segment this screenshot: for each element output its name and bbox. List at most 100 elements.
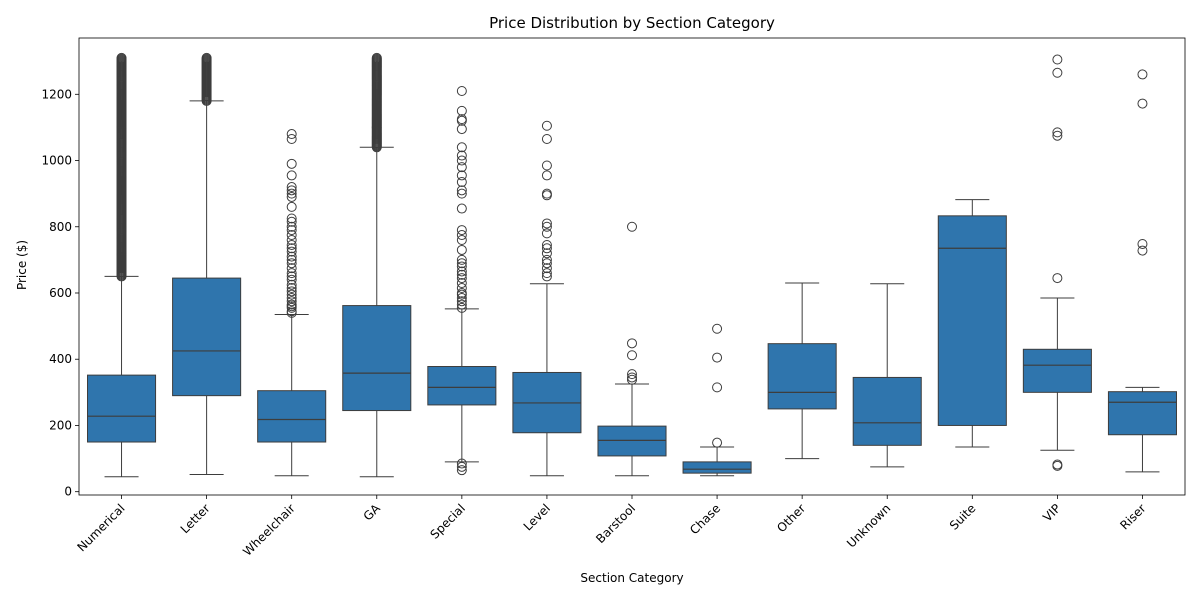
outlier-point xyxy=(456,244,467,255)
x-tick-label: Level xyxy=(521,501,553,533)
x-axis-label: Section Category xyxy=(580,571,683,585)
outlier-point xyxy=(456,278,467,289)
outlier-point xyxy=(286,185,297,196)
box-group xyxy=(1107,69,1177,473)
outlier-point xyxy=(286,296,297,307)
x-tick-label: Letter xyxy=(178,501,213,536)
outlier-point xyxy=(456,115,467,126)
outlier-point xyxy=(541,160,552,171)
outlier-point xyxy=(541,134,552,145)
outlier-point xyxy=(456,254,467,265)
outlier-point xyxy=(541,228,552,239)
outlier-point xyxy=(286,263,297,274)
box-group xyxy=(427,85,497,476)
outlier-point xyxy=(286,274,297,285)
outlier-point xyxy=(541,239,552,250)
outlier-point xyxy=(1052,67,1063,78)
x-tick-label: Wheelchair xyxy=(240,501,298,559)
outlier-point xyxy=(627,372,637,383)
outlier-point xyxy=(627,350,637,361)
x-tick-label: Barstool xyxy=(593,501,638,546)
outlier-point xyxy=(456,124,467,135)
outlier-point xyxy=(456,461,467,472)
outlier-point xyxy=(286,302,297,313)
box-group xyxy=(682,323,752,477)
iqr-box xyxy=(172,277,242,397)
y-tick-label: 800 xyxy=(49,220,72,234)
iqr-box xyxy=(87,374,157,443)
outlier-point xyxy=(456,177,467,188)
outlier-point xyxy=(456,203,467,214)
iqr-box xyxy=(852,376,922,446)
x-tick-label: Unknown xyxy=(844,501,893,550)
outlier-point xyxy=(627,338,637,349)
outlier-point xyxy=(286,251,297,262)
box-group xyxy=(1022,54,1092,471)
outlier-point xyxy=(1137,69,1148,80)
x-tick-label: Chase xyxy=(687,501,723,537)
outlier-point xyxy=(286,292,297,303)
chart-title: Price Distribution by Section Category xyxy=(489,14,775,32)
x-tick-label: Other xyxy=(774,501,808,535)
outlier-point xyxy=(456,266,467,277)
outlier-point xyxy=(627,369,637,380)
box-group xyxy=(597,221,667,477)
outlier-point xyxy=(286,286,297,297)
outlier-point xyxy=(456,292,467,303)
outlier-point xyxy=(541,190,552,201)
outlier-point xyxy=(456,162,467,173)
box-group xyxy=(257,129,327,477)
outlier-point xyxy=(371,52,382,63)
outlier-point xyxy=(116,52,127,63)
outlier-point xyxy=(286,239,297,250)
box-group xyxy=(342,52,412,478)
outlier-point xyxy=(456,261,467,272)
outlier-point xyxy=(712,382,723,393)
plot-area xyxy=(87,52,1177,478)
outlier-point xyxy=(286,271,297,282)
outlier-point xyxy=(456,299,467,310)
y-tick-label: 1200 xyxy=(41,87,72,101)
outlier-point xyxy=(286,213,297,224)
x-tick-label: Numerical xyxy=(74,501,127,554)
outlier-point xyxy=(541,271,552,282)
box-group xyxy=(512,120,582,477)
outlier-point xyxy=(456,85,467,96)
outlier-point xyxy=(286,221,297,232)
outlier-point xyxy=(286,230,297,241)
outlier-point xyxy=(712,352,723,363)
outlier-point xyxy=(456,105,467,116)
outlier-point xyxy=(541,254,552,265)
outlier-point xyxy=(286,216,297,227)
outlier-point xyxy=(456,155,467,166)
box-group xyxy=(852,283,922,468)
outlier-point xyxy=(456,170,467,181)
iqr-box xyxy=(767,343,837,410)
outlier-point xyxy=(456,188,467,199)
x-axis: Numerical Letter Wheelchair GA Special Level B… xyxy=(74,495,1149,559)
box-group xyxy=(767,282,837,460)
y-tick-label: 400 xyxy=(49,352,72,366)
outlier-point xyxy=(201,52,212,63)
outlier-point xyxy=(286,279,297,290)
outlier-point xyxy=(541,170,552,181)
outlier-point xyxy=(1052,127,1063,138)
outlier-point xyxy=(456,225,467,236)
x-tick-label: Riser xyxy=(1117,501,1148,532)
y-axis: 0 200 400 600 800 1000 1200 xyxy=(41,87,79,499)
outlier-point xyxy=(456,296,467,307)
box-group xyxy=(937,199,1007,448)
outlier-point xyxy=(1052,460,1063,471)
outlier-point xyxy=(286,283,297,294)
iqr-box xyxy=(682,461,752,474)
outlier-point xyxy=(456,235,467,246)
iqr-box xyxy=(342,305,412,412)
outlier-point xyxy=(286,235,297,246)
outlier-point xyxy=(456,283,467,294)
outlier-point xyxy=(541,258,552,269)
outlier-point xyxy=(286,134,297,145)
x-tick-label: VIP xyxy=(1040,501,1063,524)
outlier-point xyxy=(456,230,467,241)
x-tick-label: Special xyxy=(427,501,467,541)
outlier-point xyxy=(286,182,297,193)
